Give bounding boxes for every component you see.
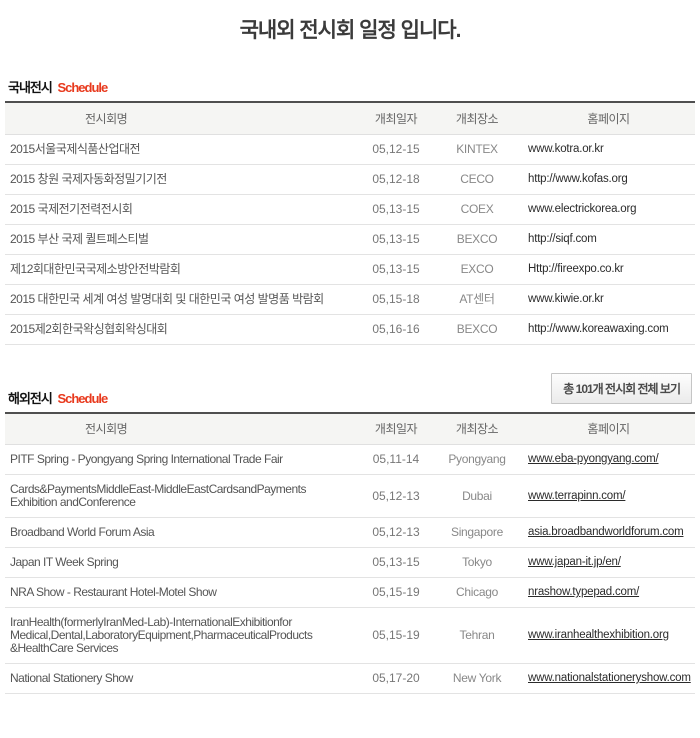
exhibition-name-cell: IranHealth(formerlyIranMed-Lab)-Internat… [5, 607, 360, 664]
homepage-cell: www.kotra.or.kr [522, 134, 695, 165]
homepage-cell: http://siqf.com [522, 224, 695, 255]
exhibition-name-cell: 2015 대한민국 세계 여성 발명대회 및 대한민국 여성 발명품 박람회 [5, 284, 360, 315]
homepage-link[interactable]: www.japan-it.jp/en/ [522, 547, 695, 578]
page-title: 국내외 전시회 일정 입니다. [239, 19, 462, 42]
overseas-section-title: 해외전시 Schedule [8, 390, 108, 407]
venue-cell: BEXCO [432, 224, 522, 255]
homepage-link[interactable]: www.nationalstationeryshow.com [522, 663, 695, 694]
col-header-venue: 개최장소 [432, 103, 522, 135]
exhibition-schedule-page: 국내외 전시회 일정 입니다. 국내전시 Schedule 전시회명 개최일자 … [0, 14, 700, 694]
date-cell: 05,13-15 [360, 547, 432, 578]
homepage-cell: http://www.kofas.org [522, 164, 695, 195]
table-row: 제12회대한민국국제소방안전박람회 05,13-15 EXCO Http://fire… [5, 254, 695, 285]
date-cell: 05,13-15 [360, 254, 432, 285]
venue-cell: AT센터 [432, 284, 522, 315]
table-header-row: 전시회명 개최일자 개최장소 홈페이지 [5, 103, 695, 135]
domestic-section-header: 국내전시 Schedule [5, 80, 695, 103]
table-row: 2015서울국제식품산업대전 05,12-15 KINTEX www.kotra.or… [5, 134, 695, 165]
venue-cell: KINTEX [432, 134, 522, 165]
domestic-section: 국내전시 Schedule 전시회명 개최일자 개최장소 홈페이지 2015서울… [5, 80, 695, 345]
exhibition-name-cell: 2015 창원 국제자동화정밀기기전 [5, 164, 360, 195]
exhibition-name-cell: 2015 부산 국제 퀼트페스티벌 [5, 224, 360, 255]
date-cell: 05,12-15 [360, 134, 432, 165]
col-header-exhibition-name: 전시회명 [5, 413, 360, 445]
venue-cell: Dubai [432, 474, 522, 518]
domestic-section-title: 국내전시 Schedule [8, 80, 108, 96]
overseas-title-en: Schedule [57, 390, 108, 406]
homepage-link[interactable]: nrashow.typepad.com/ [522, 577, 695, 608]
venue-cell: CECO [432, 164, 522, 195]
overseas-title-ko: 해외전시 [8, 390, 53, 406]
table-row: Cards&PaymentsMiddleEast-MiddleEastCards… [5, 474, 695, 518]
date-cell: 05,15-19 [360, 607, 432, 664]
venue-cell: EXCO [432, 254, 522, 285]
date-cell: 05,12-13 [360, 474, 432, 518]
homepage-link[interactable]: asia.broadbandworldforum.com [522, 517, 695, 548]
view-all-exhibitions-button[interactable]: 총 101개 전시회 전체 보기 [551, 372, 692, 404]
homepage-cell: http://www.koreawaxing.com [522, 314, 695, 345]
exhibition-name-cell: PITF Spring - Pyongyang Spring Internati… [5, 444, 360, 475]
col-header-exhibition-name: 전시회명 [5, 103, 360, 135]
exhibition-name-cell: Japan IT Week Spring [5, 547, 360, 578]
table-row: 2015 창원 국제자동화정밀기기전 05,12-18 CECO http://www… [5, 164, 695, 195]
date-cell: 05,12-18 [360, 164, 432, 195]
col-header-date: 개최일자 [360, 103, 432, 135]
homepage-link[interactable]: www.iranhealthexhibition.org [522, 607, 695, 664]
venue-cell: COEX [432, 194, 522, 225]
table-header-row: 전시회명 개최일자 개최장소 홈페이지 [5, 413, 695, 445]
date-cell: 05,13-15 [360, 224, 432, 255]
date-cell: 05,12-13 [360, 517, 432, 548]
table-row: IranHealth(formerlyIranMed-Lab)-Internat… [5, 607, 695, 664]
date-cell: 05,15-18 [360, 284, 432, 315]
table-row: Broadband World Forum Asia 05,12-13 Singap… [5, 517, 695, 548]
homepage-cell: www.electrickorea.org [522, 194, 695, 225]
overseas-section-header: 해외전시 Schedule 총 101개 전시회 전체 보기 [5, 372, 695, 414]
venue-cell: New York [432, 663, 522, 694]
exhibition-name-cell: 제12회대한민국국제소방안전박람회 [5, 254, 360, 285]
table-row: National Stationery Show 05,17-20 New York… [5, 663, 695, 694]
date-cell: 05,16-16 [360, 314, 432, 345]
col-header-venue: 개최장소 [432, 413, 522, 445]
exhibition-name-cell: Broadband World Forum Asia [5, 517, 360, 548]
homepage-cell: www.kiwie.or.kr [522, 284, 695, 315]
overseas-exhibitions-table: 전시회명 개최일자 개최장소 홈페이지 PITF Spring - Pyongy… [5, 413, 695, 694]
venue-cell: Tokyo [432, 547, 522, 578]
table-row: PITF Spring - Pyongyang Spring Internati… [5, 444, 695, 475]
table-row: Japan IT Week Spring 05,13-15 Tokyo www.jap… [5, 547, 695, 578]
col-header-date: 개최일자 [360, 413, 432, 445]
col-header-homepage: 홈페이지 [522, 413, 695, 445]
domestic-exhibitions-table: 전시회명 개최일자 개최장소 홈페이지 2015서울국제식품산업대전 05,12-… [5, 103, 695, 345]
exhibition-name-cell: Cards&PaymentsMiddleEast-MiddleEastCards… [5, 474, 360, 518]
overseas-section: 해외전시 Schedule 총 101개 전시회 전체 보기 전시회명 개최일자… [5, 372, 695, 694]
domestic-title-en: Schedule [57, 80, 108, 95]
exhibition-name-cell: 2015 국제전기전력전시회 [5, 194, 360, 225]
venue-cell: Chicago [432, 577, 522, 608]
homepage-cell: Http://fireexpo.co.kr [522, 254, 695, 285]
exhibition-name-cell: NRA Show - Restaurant Hotel-Motel Show [5, 577, 360, 608]
date-cell: 05,11-14 [360, 444, 432, 475]
col-header-homepage: 홈페이지 [522, 103, 695, 135]
homepage-link[interactable]: www.eba-pyongyang.com/ [522, 444, 695, 475]
table-row: 2015 부산 국제 퀼트페스티벌 05,13-15 BEXCO http://siq… [5, 224, 695, 255]
date-cell: 05,15-19 [360, 577, 432, 608]
venue-cell: Tehran [432, 607, 522, 664]
date-cell: 05,17-20 [360, 663, 432, 694]
table-row: 2015 대한민국 세계 여성 발명대회 및 대한민국 여성 발명품 박람회 05… [5, 284, 695, 315]
domestic-title-ko: 국내전시 [8, 80, 53, 95]
exhibition-name-cell: 2015서울국제식품산업대전 [5, 134, 360, 165]
venue-cell: Pyongyang [432, 444, 522, 475]
table-row: 2015제2회한국왁싱협회왁싱대회 05,16-16 BEXCO http://www… [5, 314, 695, 345]
date-cell: 05,13-15 [360, 194, 432, 225]
table-row: NRA Show - Restaurant Hotel-Motel Show 05… [5, 577, 695, 608]
venue-cell: Singapore [432, 517, 522, 548]
exhibition-name-cell: 2015제2회한국왁싱협회왁싱대회 [5, 314, 360, 345]
table-row: 2015 국제전기전력전시회 05,13-15 COEX www.electricko… [5, 194, 695, 225]
exhibition-name-cell: National Stationery Show [5, 663, 360, 694]
venue-cell: BEXCO [432, 314, 522, 345]
homepage-link[interactable]: www.terrapinn.com/ [522, 474, 695, 518]
